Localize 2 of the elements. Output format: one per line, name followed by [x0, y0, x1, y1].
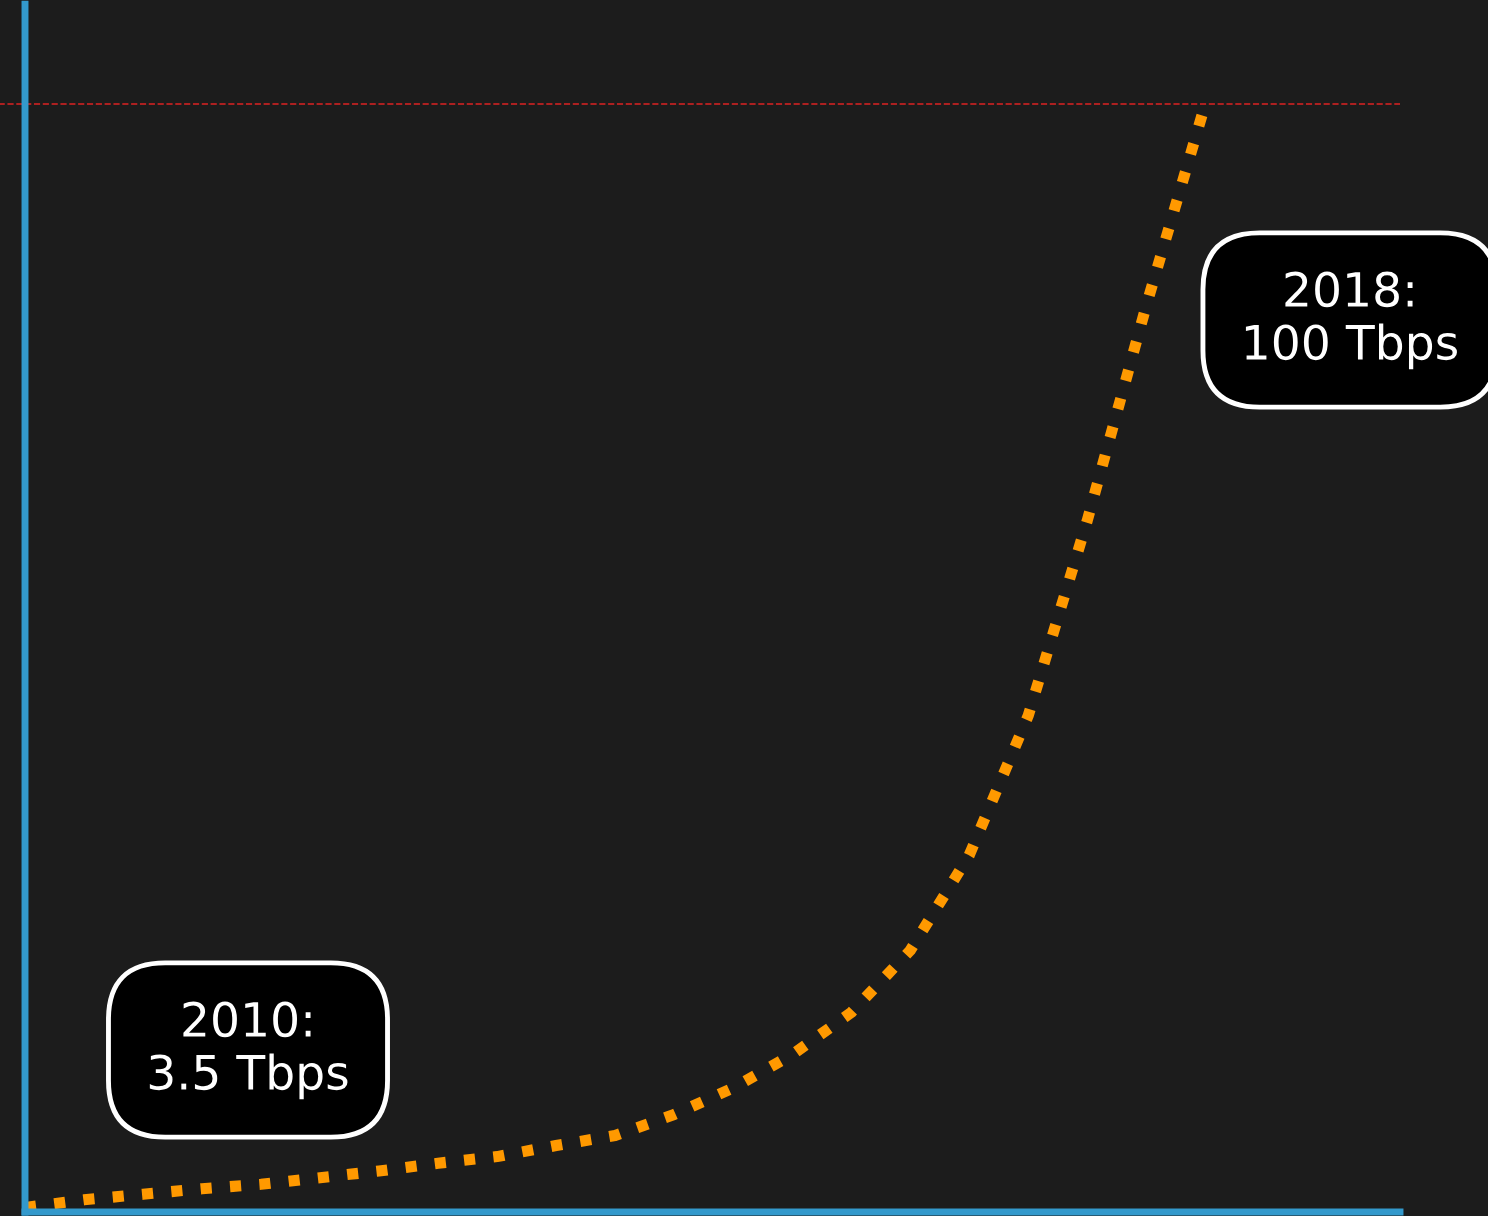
text: 2018: 100 Tbps	[1245, 271, 1457, 370]
annotation: 2010: 3.5 Tbps	[149, 1001, 348, 1100]
